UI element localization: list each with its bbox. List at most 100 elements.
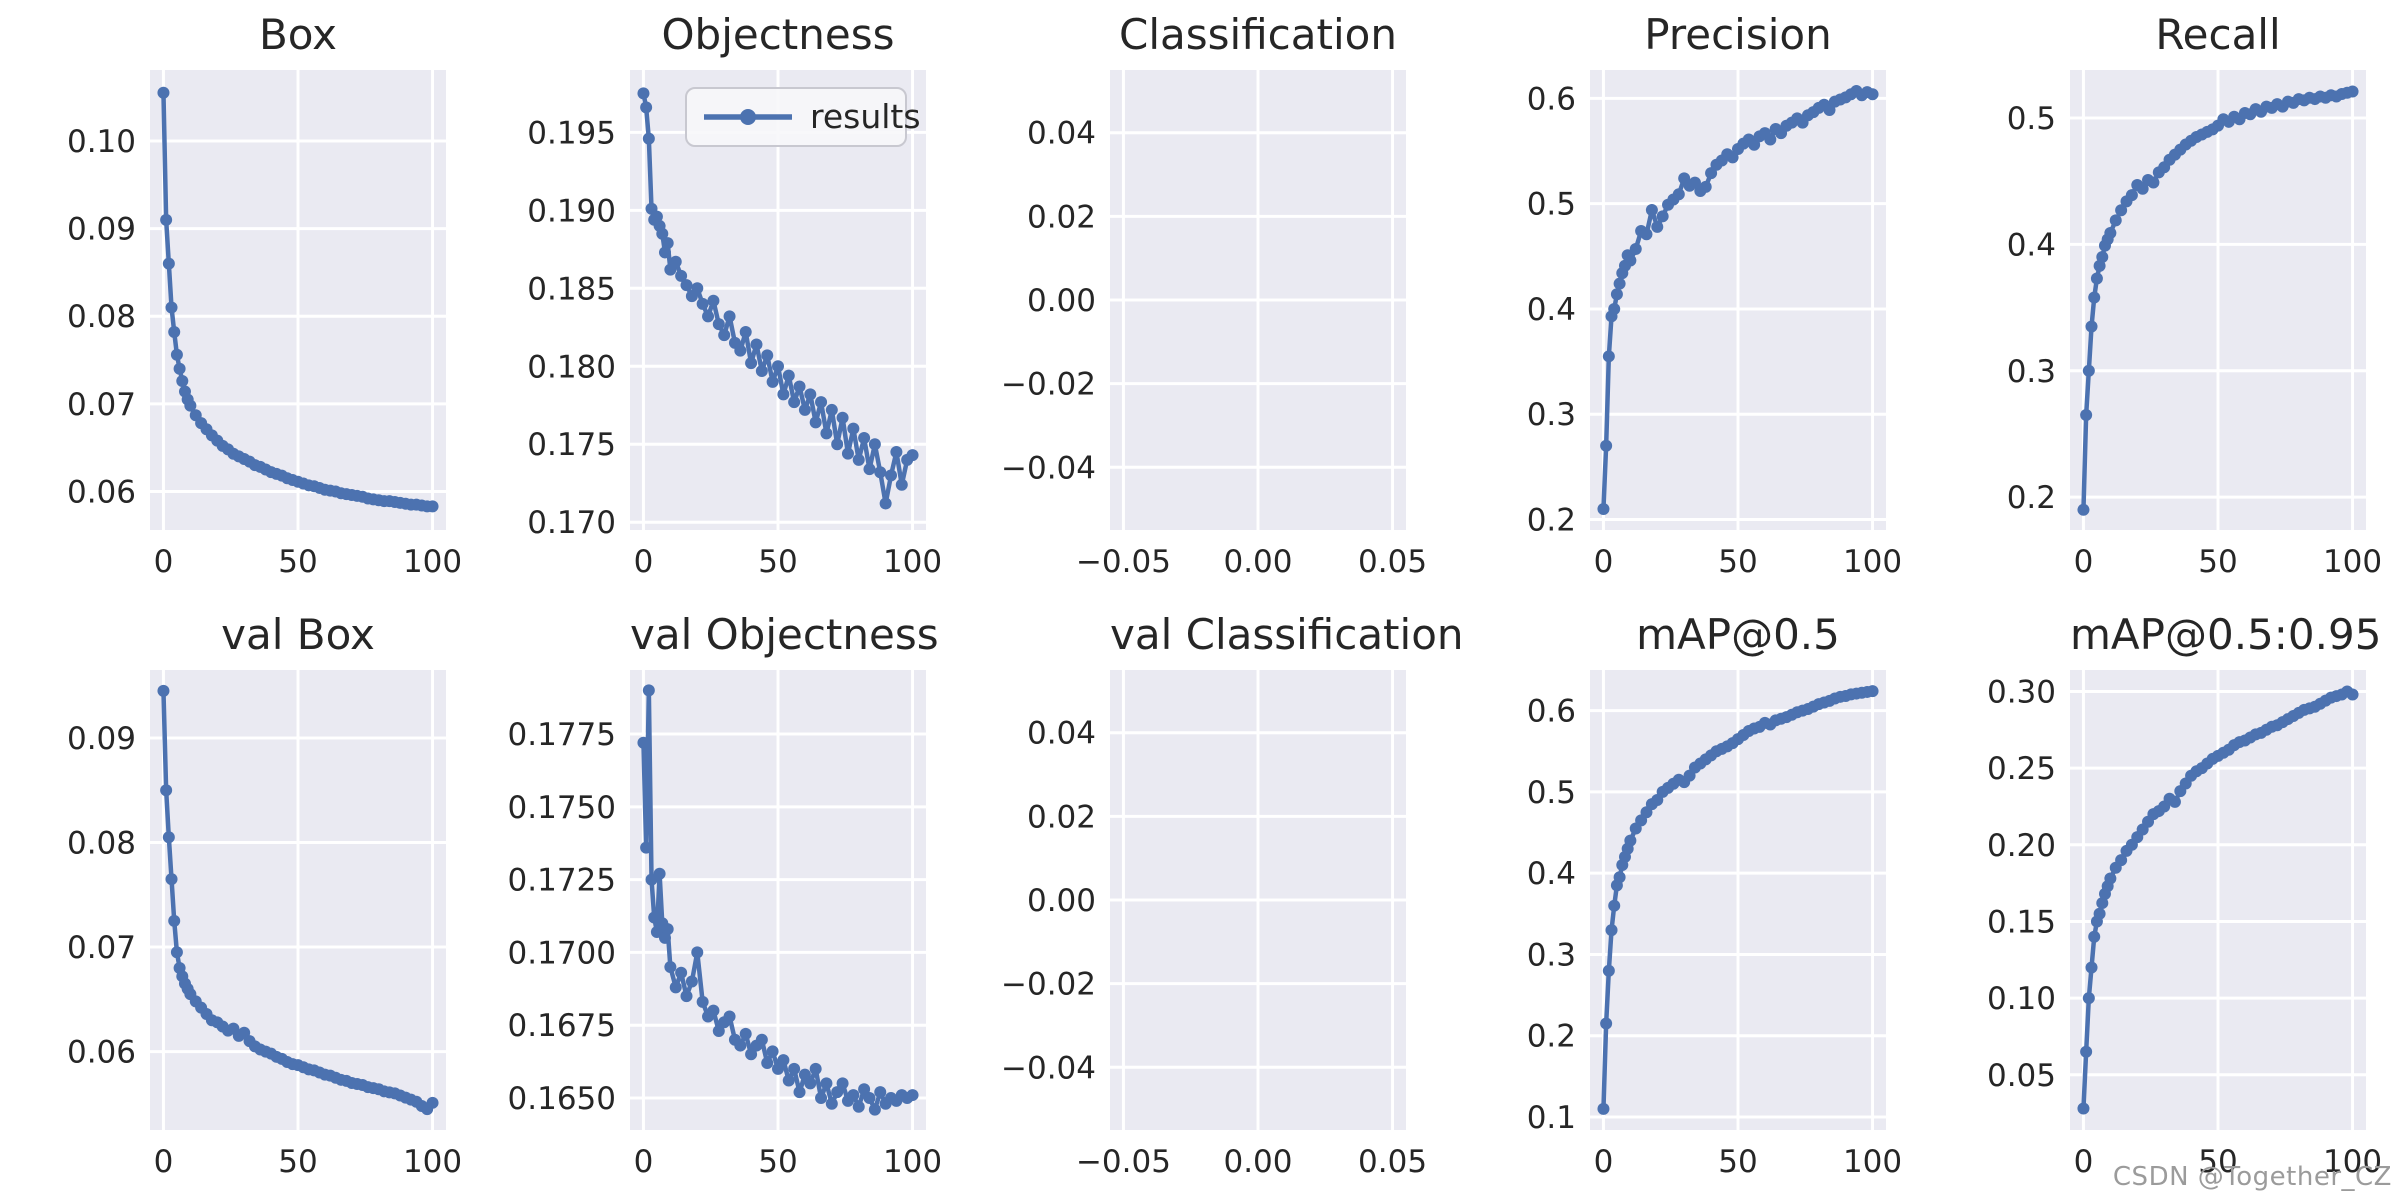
svg-text:50: 50 <box>2198 544 2237 580</box>
svg-text:50: 50 <box>278 1144 317 1180</box>
svg-text:100: 100 <box>403 544 462 580</box>
svg-text:0.195: 0.195 <box>527 115 616 151</box>
subplot-map05-095: mAP@0.5:0.95 0 50 100 0.30 0.25 0.20 0.15 0.10 0… <box>1920 600 2400 1200</box>
subplot-val-box: val Box 0 50 100 0.09 0.08 0.07 0.06 <box>0 600 480 1200</box>
val-classification-plot-canvas: −0.05 0.00 0.05 0.04 0.02 0.00 −0.02 −0.04 <box>1001 670 1427 1180</box>
svg-text:0.09: 0.09 <box>67 721 136 757</box>
svg-text:results: results <box>810 97 921 136</box>
svg-text:0: 0 <box>1594 544 1614 580</box>
svg-text:0.1750: 0.1750 <box>508 790 616 826</box>
svg-text:0.20: 0.20 <box>1987 828 2056 864</box>
svg-text:0.07: 0.07 <box>67 387 136 423</box>
svg-text:0.1650: 0.1650 <box>508 1081 616 1117</box>
classification-plot-canvas: −0.05 0.00 0.05 0.04 0.02 0.00 −0.02 −0.04 <box>1001 70 1427 580</box>
svg-text:50: 50 <box>1718 544 1757 580</box>
svg-text:0.1: 0.1 <box>1527 1100 1576 1136</box>
precision-plot-canvas: 0 50 100 0.6 0.5 0.4 0.3 0.2 <box>1527 70 1902 580</box>
svg-text:0.2: 0.2 <box>1527 1019 1576 1055</box>
svg-text:100: 100 <box>883 1144 942 1180</box>
svg-text:0.10: 0.10 <box>67 124 136 160</box>
val-objectness-plot-canvas: 0 50 100 0.1775 0.1750 0.1725 0.1700 0.1675 0.16… <box>508 670 942 1180</box>
plot-title-precision: Precision <box>1644 10 1832 59</box>
svg-text:0.15: 0.15 <box>1987 904 2056 940</box>
svg-text:−0.02: −0.02 <box>1001 967 1096 1003</box>
plot-title-objectness: Objectness <box>661 10 895 59</box>
svg-text:−0.05: −0.05 <box>1076 544 1171 580</box>
svg-text:50: 50 <box>758 544 797 580</box>
svg-text:0.4: 0.4 <box>1527 292 1576 328</box>
svg-text:100: 100 <box>1843 1144 1902 1180</box>
svg-text:0: 0 <box>634 544 654 580</box>
subplot-map05: mAP@0.5 0 50 100 0.6 0.5 0.4 0.3 0.2 0.1 <box>1440 600 1920 1200</box>
svg-text:0.00: 0.00 <box>1223 544 1292 580</box>
svg-text:0.08: 0.08 <box>67 826 136 862</box>
objectness-plot-canvas: 0 50 100 0.195 0.190 0.185 0.180 0.175 0.170 resu… <box>527 70 942 580</box>
svg-text:0.08: 0.08 <box>67 299 136 335</box>
subplot-precision: Precision 0 50 100 0.6 0.5 0.4 0.3 0.2 <box>1440 0 1920 600</box>
svg-text:0.05: 0.05 <box>1987 1058 2056 1094</box>
svg-text:0.1725: 0.1725 <box>508 863 616 899</box>
svg-text:100: 100 <box>2323 1144 2382 1180</box>
svg-text:100: 100 <box>2323 544 2382 580</box>
svg-text:0.06: 0.06 <box>67 474 136 510</box>
svg-text:0.25: 0.25 <box>1987 751 2056 787</box>
svg-text:0.5: 0.5 <box>2007 101 2056 137</box>
svg-text:0.170: 0.170 <box>527 505 616 541</box>
plot-title-recall: Recall <box>2155 10 2281 59</box>
svg-text:0.1775: 0.1775 <box>508 717 616 753</box>
svg-text:0: 0 <box>2074 544 2094 580</box>
svg-text:0.05: 0.05 <box>1358 544 1427 580</box>
svg-text:0.1675: 0.1675 <box>508 1008 616 1044</box>
svg-text:0.00: 0.00 <box>1027 883 1096 919</box>
svg-text:0: 0 <box>2074 1144 2094 1180</box>
svg-text:0.5: 0.5 <box>1527 775 1576 811</box>
svg-text:50: 50 <box>278 544 317 580</box>
svg-text:0.04: 0.04 <box>1027 716 1096 752</box>
svg-text:0.00: 0.00 <box>1223 1144 1292 1180</box>
plot-title-val-box: val Box <box>221 610 375 659</box>
plot-title-map05: mAP@0.5 <box>1636 610 1840 659</box>
box-plot-canvas: 0 50 100 0.10 0.09 0.08 0.07 0.06 <box>67 70 462 580</box>
svg-text:0.05: 0.05 <box>1358 1144 1427 1180</box>
subplot-box: Box 0 50 100 0.10 0.09 0.08 0.07 0.06 <box>0 0 480 600</box>
svg-text:−0.02: −0.02 <box>1001 367 1096 403</box>
svg-text:100: 100 <box>883 544 942 580</box>
svg-text:50: 50 <box>758 1144 797 1180</box>
svg-text:0.6: 0.6 <box>1527 81 1576 117</box>
svg-text:0.02: 0.02 <box>1027 199 1096 235</box>
map05-plot-canvas: 0 50 100 0.6 0.5 0.4 0.3 0.2 0.1 <box>1527 670 1902 1180</box>
svg-text:0.2: 0.2 <box>2007 480 2056 516</box>
map05-095-plot-canvas: 0 50 100 0.30 0.25 0.20 0.15 0.10 0.05 <box>1987 670 2382 1180</box>
svg-text:0: 0 <box>1594 1144 1614 1180</box>
svg-text:0.3: 0.3 <box>1527 937 1576 973</box>
svg-text:0.06: 0.06 <box>67 1035 136 1071</box>
svg-text:0.190: 0.190 <box>527 193 616 229</box>
svg-text:0.3: 0.3 <box>2007 354 2056 390</box>
plot-title-val-objectness: val Objectness <box>630 610 939 659</box>
svg-text:0.6: 0.6 <box>1527 694 1576 730</box>
svg-text:0.4: 0.4 <box>1527 856 1576 892</box>
svg-text:0: 0 <box>634 1144 654 1180</box>
subplot-val-objectness: val Objectness 0 50 100 0.1775 0.1750 0.1725 0… <box>480 600 960 1200</box>
svg-text:0.30: 0.30 <box>1987 674 2056 710</box>
plot-title-classification: Classification <box>1119 10 1397 59</box>
svg-text:0.00: 0.00 <box>1027 283 1096 319</box>
svg-text:100: 100 <box>1843 544 1902 580</box>
svg-text:50: 50 <box>2198 1144 2237 1180</box>
subplot-val-classification: val Classification −0.05 0.00 0.05 0.04 0.02… <box>960 600 1464 1200</box>
svg-text:0.10: 0.10 <box>1987 981 2056 1017</box>
svg-text:0.09: 0.09 <box>67 212 136 248</box>
plot-title-val-classification: val Classification <box>1110 610 1464 659</box>
subplot-classification: Classification −0.05 0.00 0.05 0.04 0.02 0.00… <box>960 0 1440 600</box>
svg-text:0.02: 0.02 <box>1027 799 1096 835</box>
plot-title-box: Box <box>258 10 338 59</box>
val-box-plot-canvas: 0 50 100 0.09 0.08 0.07 0.06 <box>67 670 462 1180</box>
svg-text:0.07: 0.07 <box>67 930 136 966</box>
recall-plot-canvas: 0 50 100 0.5 0.4 0.3 0.2 <box>2007 70 2382 580</box>
svg-text:0.04: 0.04 <box>1027 116 1096 152</box>
svg-text:−0.04: −0.04 <box>1001 1050 1096 1086</box>
subplot-recall: Recall 0 50 100 0.5 0.4 0.3 0.2 <box>1920 0 2400 600</box>
svg-text:0.180: 0.180 <box>527 349 616 385</box>
svg-text:−0.05: −0.05 <box>1076 1144 1171 1180</box>
